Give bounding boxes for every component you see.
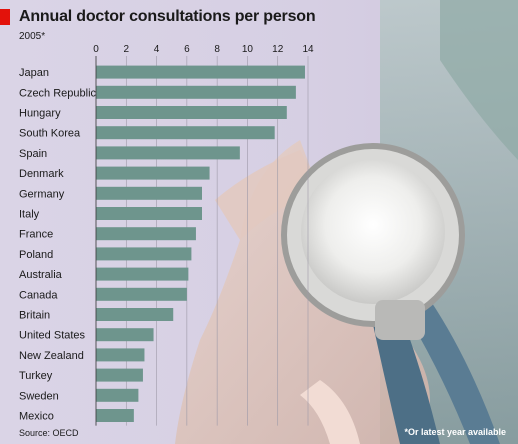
chart-title: Annual doctor consultations per person <box>19 8 316 25</box>
category-label: Italy <box>19 209 40 221</box>
bar <box>96 166 210 180</box>
bar <box>96 227 196 241</box>
category-label: Germany <box>19 188 65 200</box>
category-label: New Zealand <box>19 350 84 362</box>
category-label: Turkey <box>19 370 53 382</box>
bar <box>96 267 189 281</box>
category-label: Poland <box>19 249 53 261</box>
brand-accent-tag <box>0 9 10 25</box>
tick-label: 4 <box>154 44 160 55</box>
bar <box>96 126 275 140</box>
category-label: Mexico <box>19 411 54 423</box>
category-label: Denmark <box>19 168 64 180</box>
bar <box>96 186 202 200</box>
tick-label: 10 <box>242 44 254 55</box>
category-label: Japan <box>19 67 49 79</box>
bar <box>96 348 145 362</box>
bar <box>96 207 202 220</box>
bar <box>96 287 187 301</box>
bar <box>96 328 154 342</box>
category-label: Hungary <box>19 108 61 120</box>
category-label: Sweden <box>19 390 59 402</box>
source-note: Source: OECD <box>19 428 79 438</box>
category-label: South Korea <box>19 128 81 140</box>
category-label: Canada <box>19 289 58 301</box>
tick-label: 0 <box>93 44 99 55</box>
category-label: France <box>19 229 53 241</box>
bar <box>96 65 305 79</box>
bar <box>96 85 296 99</box>
category-label: Australia <box>19 269 63 281</box>
category-label: Spain <box>19 148 47 160</box>
bar <box>96 368 143 382</box>
category-label: Czech Republic <box>19 87 97 99</box>
footnote: *Or latest year available <box>404 427 506 437</box>
bar <box>96 308 174 321</box>
tick-label: 2 <box>124 44 130 55</box>
bar <box>96 247 192 261</box>
tick-label: 8 <box>214 44 220 55</box>
bar <box>96 106 287 119</box>
tick-label: 6 <box>184 44 190 55</box>
bar <box>96 409 134 422</box>
tick-label: 12 <box>272 44 284 55</box>
tick-label: 14 <box>302 44 314 55</box>
bar <box>96 146 240 160</box>
bar <box>96 388 139 402</box>
category-label: Britain <box>19 310 50 322</box>
category-label: United States <box>19 330 86 342</box>
chart-subtitle: 2005* <box>19 31 46 42</box>
